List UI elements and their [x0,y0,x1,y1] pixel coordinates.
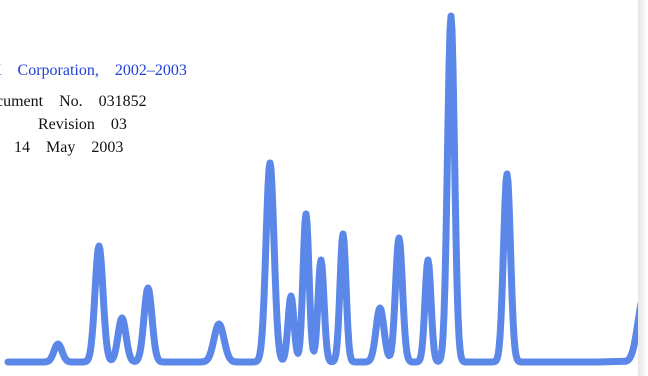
date-line: 14 May 2003 [14,139,124,156]
page-edge [638,0,648,376]
document-number-line: cument No. 031852 [0,93,147,110]
copyright-line: K Corporation, 2002–2003 [0,62,187,79]
revision-line: Revision 03 [38,116,127,133]
chromatogram-trace [4,12,648,366]
